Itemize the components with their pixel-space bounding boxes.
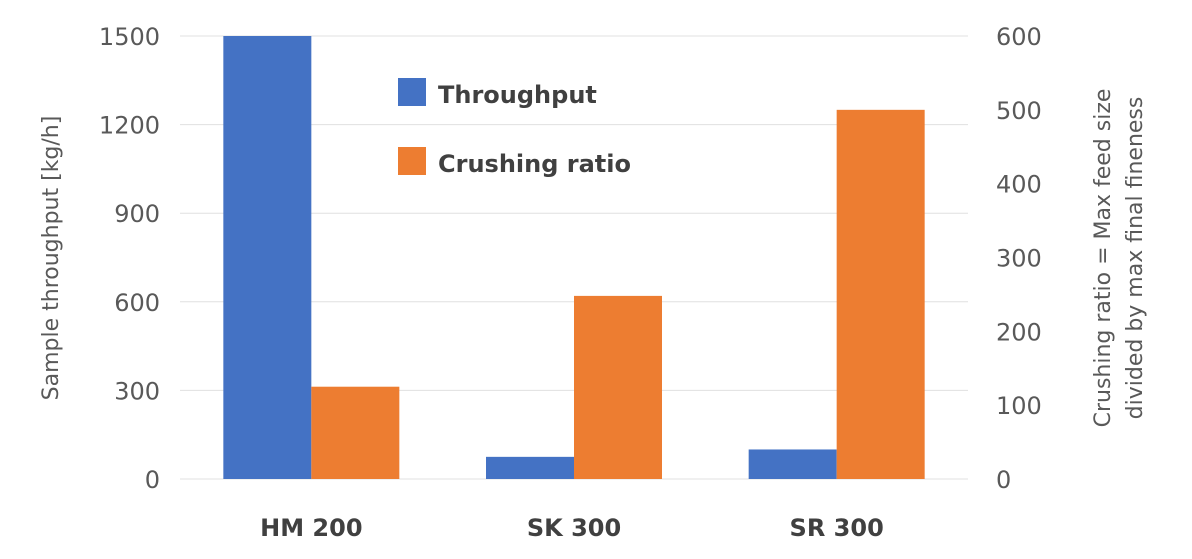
- left-tick-label: 900: [114, 200, 160, 228]
- right-axis-title-line1: Crushing ratio = Max feed size: [1091, 89, 1116, 428]
- left-tick-label: 300: [114, 377, 160, 405]
- right-tick-label: 300: [996, 245, 1042, 273]
- right-tick-label: 0: [996, 466, 1011, 494]
- left-tick-label: 600: [114, 289, 160, 317]
- left-tick-label: 1200: [99, 112, 160, 140]
- right-axis-ticks: 0 100 200 300 400 500 600: [996, 23, 1042, 494]
- bar-throughput-hm-200: [223, 36, 312, 479]
- bar-crushing-ratio-sr-300: [836, 109, 925, 479]
- left-axis-title: Sample throughput [kg/h]: [39, 116, 64, 401]
- category-label: HM 200: [260, 514, 362, 542]
- legend-swatch-throughput: [398, 78, 426, 106]
- left-tick-label: 0: [145, 466, 160, 494]
- bar-crushing-ratio-sk-300: [574, 295, 662, 479]
- left-axis-ticks: 0 300 600 900 1200 1500: [99, 23, 160, 494]
- right-tick-label: 400: [996, 171, 1042, 199]
- bar-throughput-sr-300: [748, 449, 837, 479]
- right-axis-title-line2: divided by max final fineness: [1123, 97, 1148, 420]
- category-labels: HM 200 SK 300 SR 300: [260, 514, 884, 542]
- left-tick-label: 1500: [99, 23, 160, 51]
- legend-label-crushing-ratio: Crushing ratio: [438, 150, 631, 178]
- bar-throughput-sk-300: [486, 456, 574, 479]
- bar-crushing-ratio-hm-200: [311, 386, 400, 479]
- category-label: SK 300: [527, 514, 621, 542]
- right-tick-label: 500: [996, 97, 1042, 125]
- category-label: SR 300: [790, 514, 884, 542]
- legend-swatch-crushing-ratio: [398, 147, 426, 175]
- legend-label-throughput: Throughput: [438, 81, 597, 109]
- legend: Throughput Crushing ratio: [398, 78, 631, 178]
- right-tick-label: 200: [996, 318, 1042, 346]
- right-tick-label: 600: [996, 23, 1042, 51]
- bars: [223, 36, 925, 479]
- right-tick-label: 100: [996, 392, 1042, 420]
